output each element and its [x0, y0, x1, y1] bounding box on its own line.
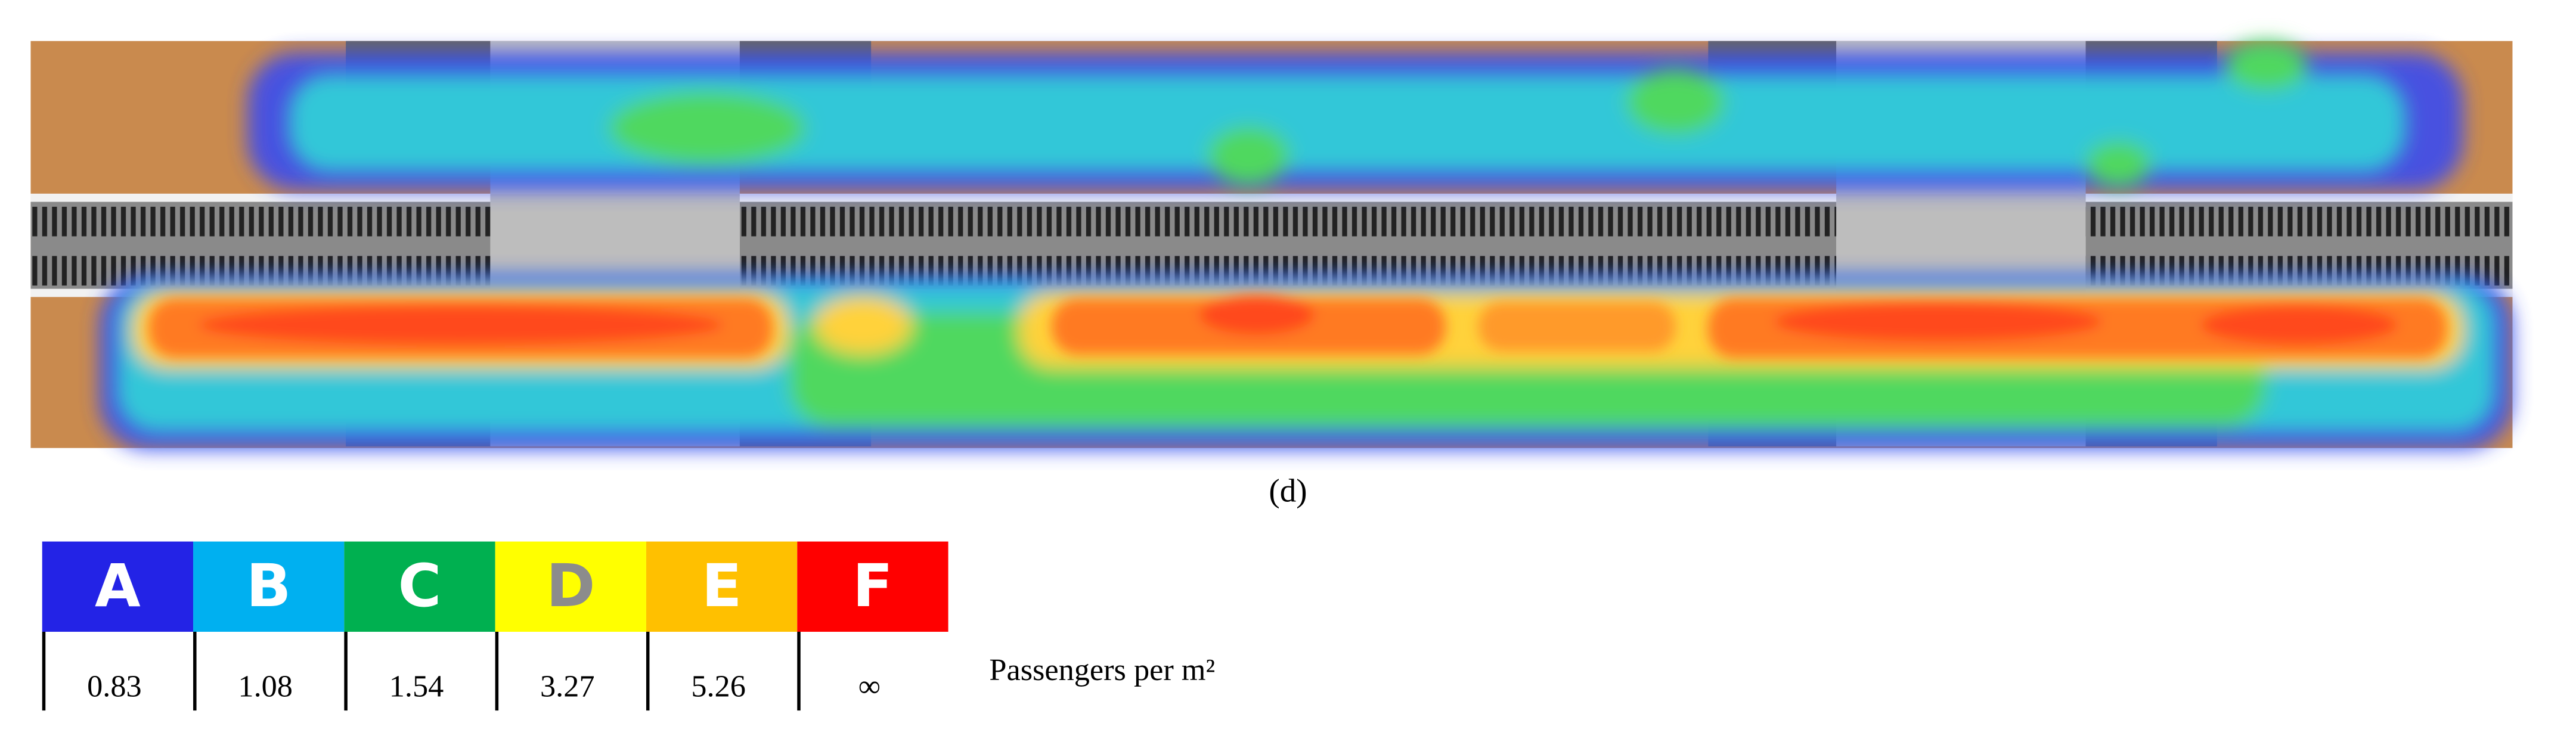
- level-label: E: [702, 552, 742, 620]
- level-swatch: [646, 541, 798, 632]
- legend: A 0.83 B 1.08 C 1.54 D 3.27 E 5.26 F ∞: [42, 541, 948, 711]
- level-swatch: [193, 541, 345, 632]
- legend-unit: Passengers per m²: [989, 653, 1215, 687]
- level-label: D: [546, 552, 595, 620]
- level-swatch: [42, 541, 194, 632]
- level-label: A: [95, 552, 141, 620]
- heatmap: [30, 41, 2513, 450]
- level-label: C: [398, 552, 442, 620]
- level-value: 1.08: [238, 669, 293, 703]
- level-swatch: [797, 541, 948, 632]
- level-value: 1.54: [389, 669, 444, 703]
- caption: (d): [1269, 472, 1307, 508]
- level-value: 3.27: [540, 669, 595, 703]
- level-swatch: [344, 541, 495, 632]
- level-swatch: [495, 541, 646, 632]
- level-value: 0.83: [87, 669, 142, 703]
- level-value: ∞: [858, 669, 881, 703]
- level-value: 5.26: [691, 669, 746, 703]
- level-label: B: [246, 552, 292, 620]
- level-label: F: [853, 552, 893, 620]
